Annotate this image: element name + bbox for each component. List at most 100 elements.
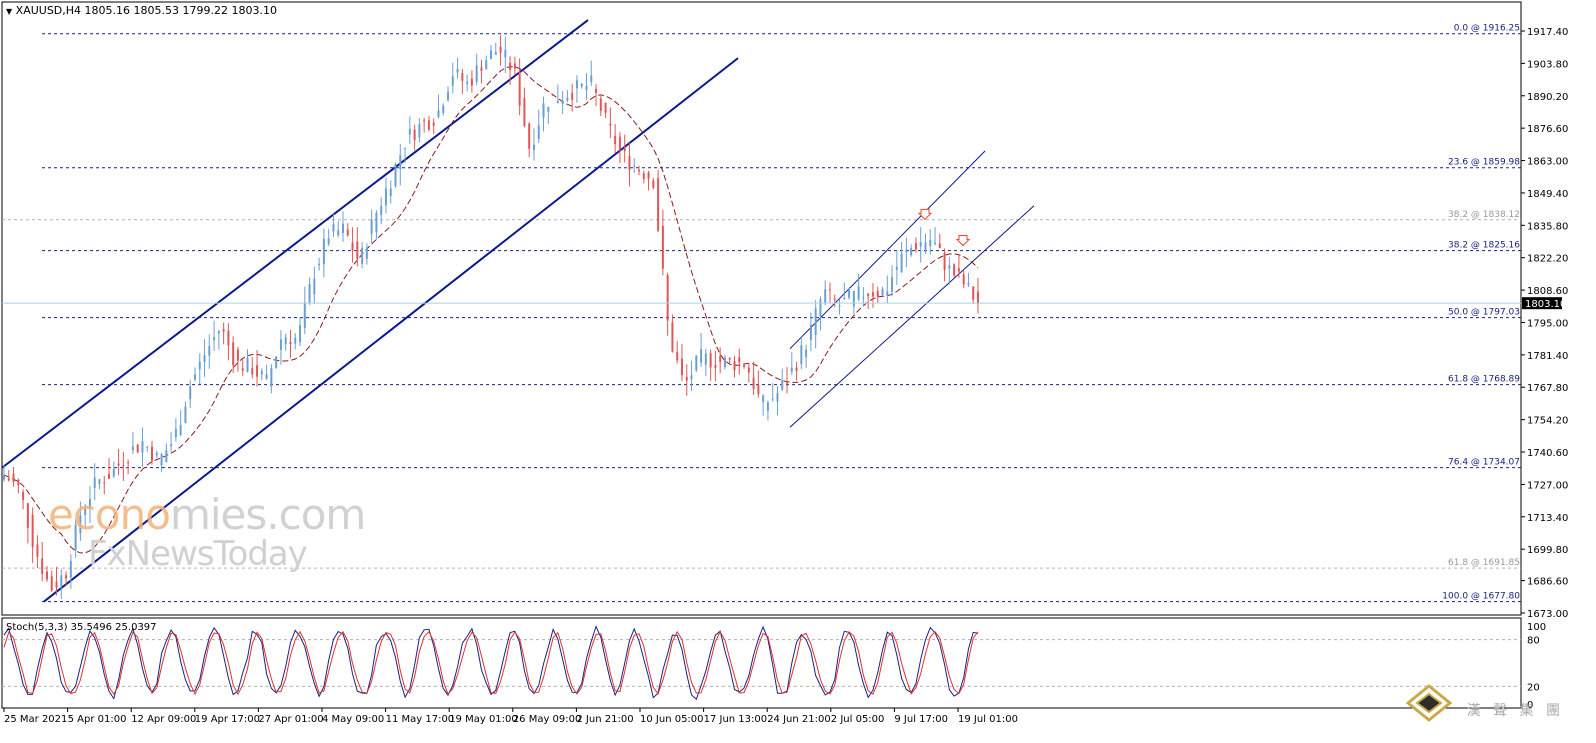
- candle-body: [862, 297, 865, 299]
- candle-body: [838, 305, 841, 307]
- candle-body: [174, 428, 177, 438]
- candle-body: [695, 355, 698, 371]
- price-tick-label: 1686.60: [1527, 577, 1568, 588]
- candle-body: [714, 365, 717, 368]
- candle-body: [781, 380, 784, 390]
- candle-body: [547, 107, 550, 112]
- candle-body: [709, 353, 712, 368]
- candle-body: [84, 507, 87, 516]
- candle-body: [26, 503, 29, 528]
- channel-lower-line[interactable]: [43, 57, 739, 603]
- candle-body: [504, 49, 507, 58]
- candle-body: [246, 357, 249, 372]
- price-tick-label: 1822.20: [1527, 254, 1568, 265]
- candle-body: [165, 450, 168, 463]
- candle-body: [160, 454, 163, 466]
- candle-body: [676, 352, 679, 361]
- candle-body: [3, 475, 5, 480]
- candle-body: [318, 263, 321, 266]
- time-tick-label: 17 Jun 13:00: [704, 714, 768, 725]
- candle-body: [824, 289, 827, 304]
- candle-body: [380, 206, 383, 215]
- stoch-tick-label: 0: [1527, 700, 1533, 711]
- candle-body: [404, 147, 407, 149]
- candle-body: [757, 385, 760, 394]
- candle-body: [680, 358, 683, 376]
- candle-body: [189, 386, 192, 400]
- minor-channel-upper-line[interactable]: [789, 150, 986, 350]
- candle-body: [408, 128, 411, 135]
- candle-body: [833, 298, 836, 300]
- candle-body: [356, 241, 359, 259]
- candle-body: [98, 479, 101, 484]
- price-tick-label: 1890.20: [1527, 92, 1568, 103]
- candle-body: [962, 274, 965, 285]
- time-tick-label: 19 May 01:00: [449, 714, 518, 725]
- main-pane-border: [1, 1, 1522, 616]
- candle-body: [227, 330, 230, 346]
- time-tick-label: 27 Apr 01:00: [258, 714, 323, 725]
- price-tick-label: 1713.40: [1527, 513, 1568, 524]
- candle-body: [69, 561, 72, 578]
- candle-body: [814, 308, 817, 336]
- candle-body: [447, 91, 450, 101]
- stoch-pane-border: [1, 617, 1522, 709]
- time-tick-label: 5 Apr 01:00: [68, 714, 127, 725]
- brand-logo-text: 漢 聲 集 團: [1466, 703, 1564, 719]
- price-tick-label: 1876.60: [1527, 124, 1568, 135]
- minor-channel-lower-line[interactable]: [789, 205, 1035, 428]
- candle-body: [284, 337, 287, 345]
- candle-body: [671, 322, 674, 352]
- candle-body: [914, 243, 917, 250]
- candle-body: [346, 229, 349, 236]
- brand-logo-icon: [1406, 684, 1452, 722]
- time-tick-label: 2 Jul 05:00: [831, 714, 885, 725]
- candle-body: [437, 110, 440, 117]
- stoch-tick-label: 100: [1527, 622, 1546, 633]
- candle-body: [193, 374, 196, 380]
- candle-body: [31, 514, 34, 548]
- candle-body: [184, 406, 187, 423]
- price-tick-label: 1903.80: [1527, 59, 1568, 70]
- candle-body: [638, 169, 641, 172]
- time-tick-label: 10 Jun 05:00: [640, 714, 704, 725]
- channel-upper-line[interactable]: [1, 19, 589, 469]
- candle-body: [747, 367, 750, 373]
- candle-body: [198, 361, 201, 370]
- candle-body: [556, 101, 559, 104]
- stoch-tick-label: 20: [1527, 682, 1540, 693]
- candle-body: [542, 103, 545, 118]
- candle-body: [370, 219, 373, 234]
- candle-body: [881, 289, 884, 295]
- collapse-icon[interactable]: ▼: [6, 7, 13, 16]
- candle-body: [50, 576, 53, 591]
- stoch-k-line: [3, 625, 979, 701]
- candle-body: [499, 46, 502, 53]
- fib-level-label: 23.6 @ 1859.98: [1448, 158, 1520, 168]
- candle-body: [127, 462, 130, 464]
- candle-body: [394, 164, 397, 187]
- time-tick-label: 11 May 17:00: [386, 714, 455, 725]
- candle-body: [299, 325, 302, 343]
- candle-body: [642, 173, 645, 179]
- stoch-label: Stoch(5,3,3) 35.5496 25.0397: [6, 622, 157, 633]
- candle-body: [590, 75, 593, 83]
- candle-body: [22, 491, 25, 500]
- candle-body: [876, 290, 879, 297]
- price-tick-label: 1754.20: [1527, 416, 1568, 427]
- candle-body: [490, 50, 492, 59]
- candle-body: [45, 571, 48, 580]
- fib-level-label: 76.4 @ 1734.07: [1448, 458, 1520, 468]
- candle-body: [131, 446, 134, 451]
- candle-body: [924, 242, 927, 250]
- price-tick-label: 1740.60: [1527, 448, 1568, 459]
- price-tick-label: 1699.80: [1527, 545, 1568, 556]
- candle-body: [886, 291, 889, 296]
- candle-body: [365, 249, 368, 259]
- current-price-box: [1522, 297, 1562, 310]
- candle-body: [470, 78, 473, 86]
- candle-body: [456, 69, 459, 73]
- candle-body: [786, 382, 789, 384]
